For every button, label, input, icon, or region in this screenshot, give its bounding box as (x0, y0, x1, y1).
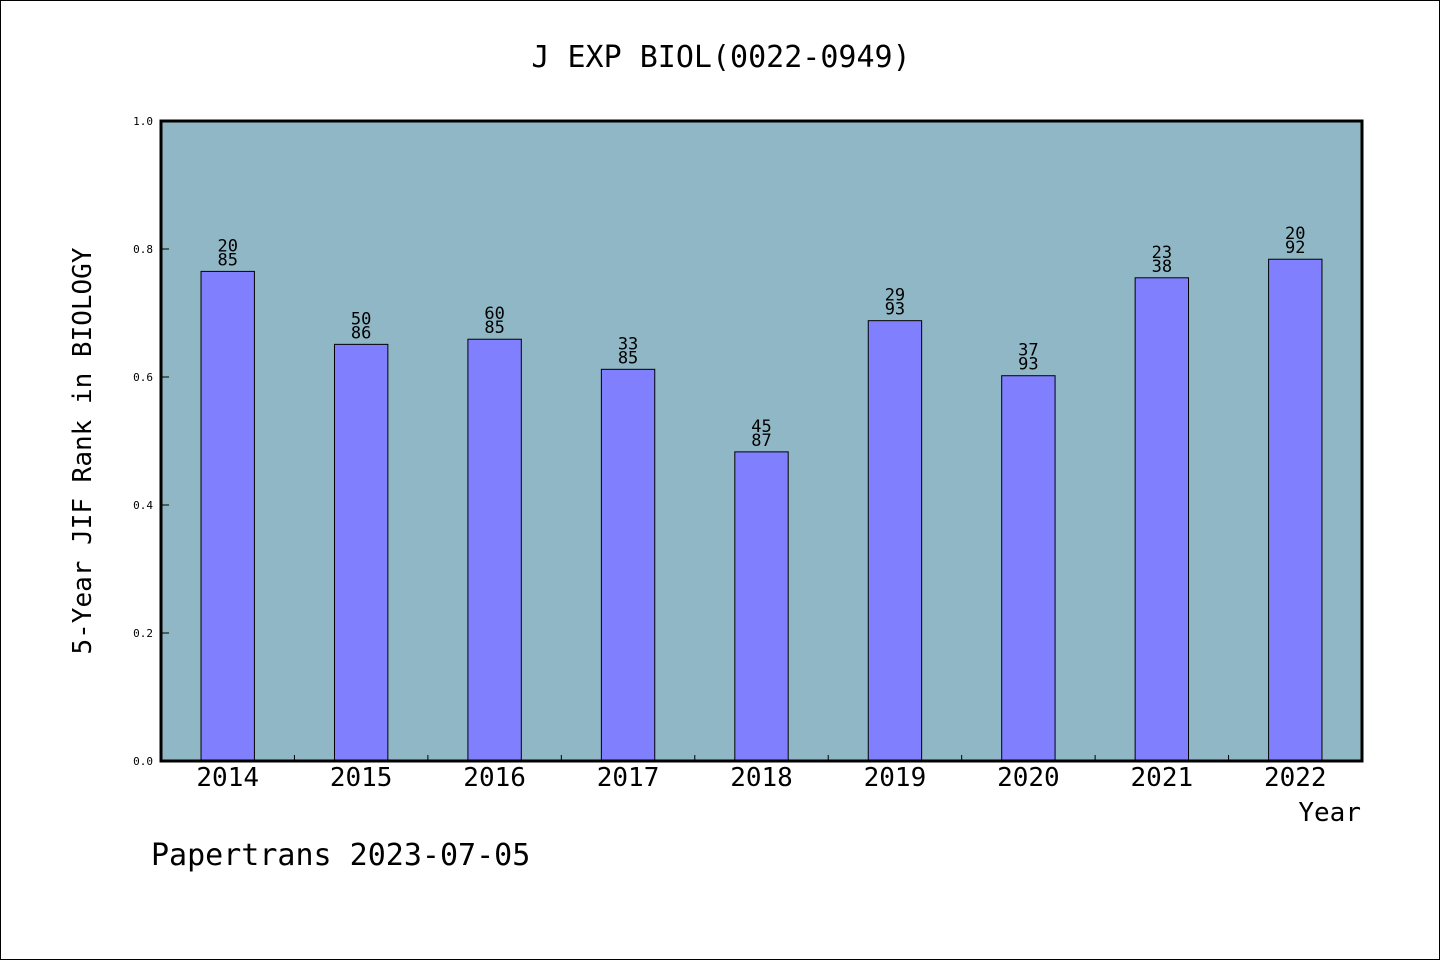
bar-label-2022-line2: 92 (1285, 238, 1305, 258)
bar-label-2017-line2: 85 (618, 348, 638, 368)
y-ticks-group: 0.0 0.2 0.4 0.6 0.8 1.0 (133, 115, 169, 768)
x-axis-title: Year (1298, 798, 1361, 828)
footer-text: Papertrans 2023-07-05 (151, 838, 530, 873)
bar-label-2015-line1: 50 (351, 309, 371, 329)
bar-label-2014-line1: 20 (217, 236, 237, 256)
x-tick-label-2019: 2019 (864, 763, 927, 793)
bar-label-2022-line1: 20 (1285, 224, 1305, 244)
bar-2019 (867, 320, 923, 762)
bar-label-2021-line2: 38 (1152, 257, 1172, 277)
bar-2020 (1001, 375, 1056, 762)
bar-2018 (734, 451, 789, 762)
y-tick-label-0.4: 0.4 (133, 499, 153, 512)
bar-2021 (1134, 277, 1190, 762)
x-tick-label-2020: 2020 (997, 763, 1060, 793)
bars-group (200, 258, 1323, 762)
bar-label-2019-line1: 29 (885, 286, 905, 306)
bar-label-2016-line2: 85 (484, 318, 504, 338)
y-tick-label-0.0: 0.0 (133, 755, 153, 768)
bar-label-2015-line2: 86 (351, 323, 371, 343)
bar-label-2014-line2: 85 (217, 250, 237, 270)
chart-title: J EXP BIOL(0022-0949) (531, 40, 910, 75)
bar-label-2016-line1: 60 (484, 304, 504, 324)
bar-label-2021-line1: 23 (1152, 243, 1172, 263)
x-tick-label-2016: 2016 (463, 763, 526, 793)
x-tick-label-2017: 2017 (597, 763, 660, 793)
y-tick-label-0.2: 0.2 (133, 627, 153, 640)
bar-label-2019-line2: 93 (885, 300, 905, 320)
bar-label-2018-line1: 45 (751, 417, 771, 437)
bar-2022 (1268, 258, 1323, 762)
bar-2016 (467, 338, 522, 762)
bar-2017 (600, 368, 656, 762)
y-tick-label-0.8: 0.8 (133, 243, 153, 256)
bar-label-2017-line1: 33 (618, 334, 638, 354)
y-tick-label-1.0: 1.0 (133, 115, 153, 128)
y-axis-title: 5-Year JIF Rank in BIOLOGY (68, 247, 98, 654)
x-tick-label-2015: 2015 (330, 763, 393, 793)
x-ticks-group: 2014 2015 2016 2017 2018 2019 2020 2021 2022 (196, 755, 1327, 793)
bar-2014 (200, 270, 255, 762)
bar-label-2020-line1: 37 (1018, 341, 1038, 361)
bar-2015 (333, 343, 389, 762)
x-tick-label-2022: 2022 (1264, 763, 1327, 793)
x-tick-label-2014: 2014 (196, 763, 259, 793)
bar-label-2018-line2: 87 (751, 431, 771, 451)
y-tick-label-0.6: 0.6 (133, 371, 153, 384)
bar-label-2020-line2: 93 (1018, 355, 1038, 375)
x-tick-label-2018: 2018 (730, 763, 793, 793)
plot-border (159, 119, 1364, 763)
x-tick-label-2021: 2021 (1131, 763, 1194, 793)
